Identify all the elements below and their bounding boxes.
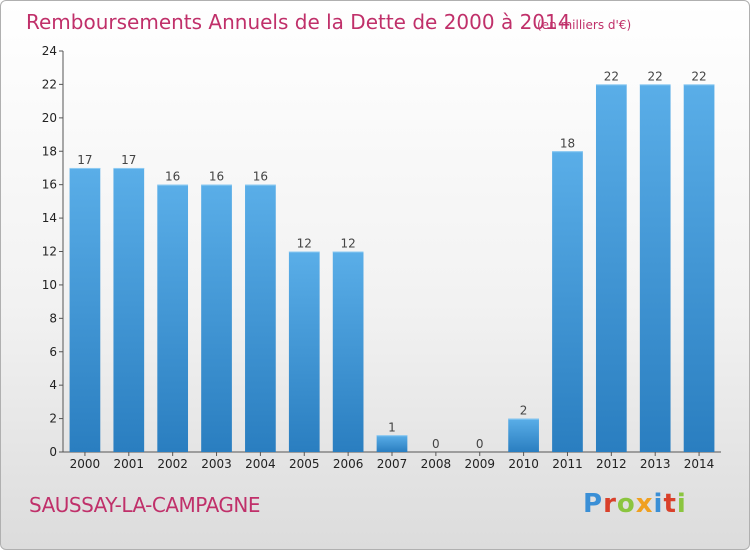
value-label-2006: 12 — [340, 237, 355, 251]
x-tick-label-2011: 2011 — [552, 457, 583, 471]
x-tick-label-2004: 2004 — [245, 457, 276, 471]
y-tick-label: 4 — [49, 378, 57, 392]
bar-2004 — [245, 184, 276, 452]
bar-2005 — [288, 251, 320, 452]
bar-2003 — [201, 184, 232, 452]
x-tick-label-2014: 2014 — [684, 457, 715, 471]
y-tick-label: 16 — [42, 178, 57, 192]
value-label-2010: 2 — [520, 404, 528, 418]
bar-2012 — [595, 84, 627, 453]
y-tick-label: 6 — [49, 345, 57, 359]
x-tick-label-2001: 2001 — [114, 457, 145, 471]
logo-letter: P — [583, 489, 604, 519]
bar-2010 — [508, 418, 539, 452]
value-label-2012: 22 — [604, 69, 619, 83]
x-tick-label-2012: 2012 — [596, 457, 627, 471]
y-tick-label: 14 — [42, 211, 57, 225]
x-tick-label-2013: 2013 — [640, 457, 671, 471]
bar-2014 — [683, 84, 715, 453]
y-tick-label: 8 — [49, 311, 57, 325]
y-tick-label: 12 — [42, 245, 57, 259]
x-tick-label-2007: 2007 — [377, 457, 408, 471]
bar-2007 — [376, 435, 408, 452]
y-tick-label: 20 — [42, 111, 57, 125]
y-tick-label: 24 — [42, 44, 57, 58]
value-label-2013: 22 — [648, 69, 663, 83]
value-label-2007: 1 — [388, 420, 396, 434]
x-tick-label-2010: 2010 — [508, 457, 539, 471]
value-label-2002: 16 — [165, 170, 180, 184]
commune-name: SAUSSAY-LA-CAMPAGNE — [29, 493, 261, 517]
value-label-2003: 16 — [209, 170, 224, 184]
bar-2000 — [69, 167, 101, 453]
value-label-2014: 22 — [691, 69, 706, 83]
logo-letter: r — [603, 489, 617, 519]
x-tick-label-2008: 2008 — [421, 457, 452, 471]
x-tick-label-2006: 2006 — [333, 457, 364, 471]
bar-2011 — [552, 151, 583, 452]
logo-letter: o — [616, 489, 636, 519]
bar-2013 — [639, 84, 671, 453]
y-tick-label: 18 — [42, 144, 57, 158]
value-label-2009: 0 — [476, 437, 484, 451]
logo-letter: x — [635, 489, 654, 519]
value-label-2008: 0 — [432, 437, 440, 451]
logo-letter: t — [663, 489, 677, 519]
value-label-2001: 17 — [121, 153, 136, 167]
value-label-2005: 12 — [297, 237, 312, 251]
value-label-2004: 16 — [253, 170, 268, 184]
bar-2001 — [113, 167, 145, 453]
x-tick-label-2002: 2002 — [157, 457, 188, 471]
logo-letter: i — [676, 489, 687, 519]
bar-2006 — [332, 251, 364, 452]
proxiti-logo[interactable]: Proxiti — [583, 489, 687, 519]
chart-unit: (en milliers d'€) — [537, 18, 631, 32]
y-tick-label: 22 — [42, 77, 57, 91]
value-label-2000: 17 — [77, 153, 92, 167]
logo-letter: i — [653, 489, 664, 519]
y-tick-label: 10 — [42, 278, 57, 292]
x-tick-label-2003: 2003 — [201, 457, 232, 471]
y-tick-label: 0 — [49, 445, 57, 459]
value-label-2011: 18 — [560, 136, 575, 150]
y-tick-label: 2 — [49, 412, 57, 426]
x-tick-label-2005: 2005 — [289, 457, 320, 471]
chart-title: Remboursements Annuels de la Dette de 20… — [26, 10, 570, 34]
x-tick-label-2009: 2009 — [464, 457, 495, 471]
bar-2002 — [157, 184, 189, 452]
x-tick-label-2000: 2000 — [70, 457, 101, 471]
